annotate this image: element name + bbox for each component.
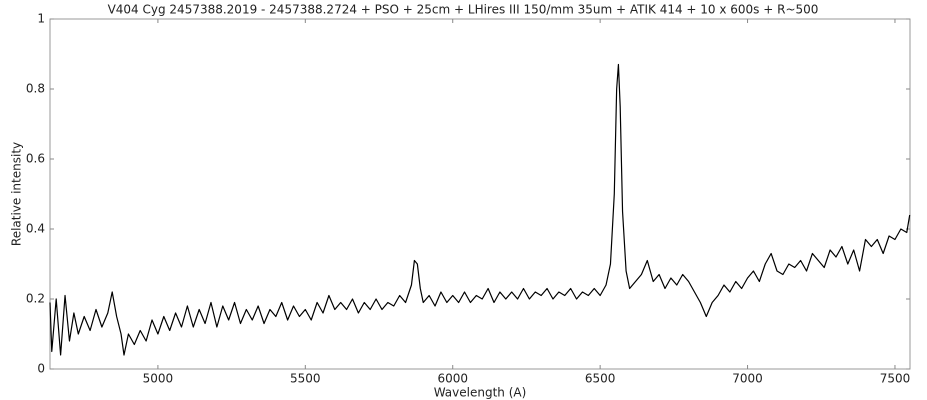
x-tick-label: 6500 xyxy=(585,372,616,386)
y-tick-label: 0.2 xyxy=(26,292,45,306)
x-tick-label: 6000 xyxy=(437,372,468,386)
y-tick-label: 0.8 xyxy=(26,82,45,96)
y-axis-label: Relative intensity xyxy=(10,142,24,246)
y-tick-label: 0 xyxy=(37,362,45,376)
chart-title: V404 Cyg 2457388.2019 - 2457388.2724 + P… xyxy=(108,3,819,17)
spectrum-line xyxy=(49,63,911,356)
x-axis-label: Wavelength (A) xyxy=(434,386,527,400)
plot-frame xyxy=(49,18,911,370)
y-tick-label: 0.4 xyxy=(26,222,45,236)
x-tick-label: 7000 xyxy=(732,372,763,386)
y-tick-label: 0.6 xyxy=(26,152,45,166)
x-tick-label: 5000 xyxy=(143,372,174,386)
y-tick-label: 1 xyxy=(37,12,45,26)
x-tick-label: 7500 xyxy=(880,372,911,386)
x-tick-label: 5500 xyxy=(290,372,321,386)
